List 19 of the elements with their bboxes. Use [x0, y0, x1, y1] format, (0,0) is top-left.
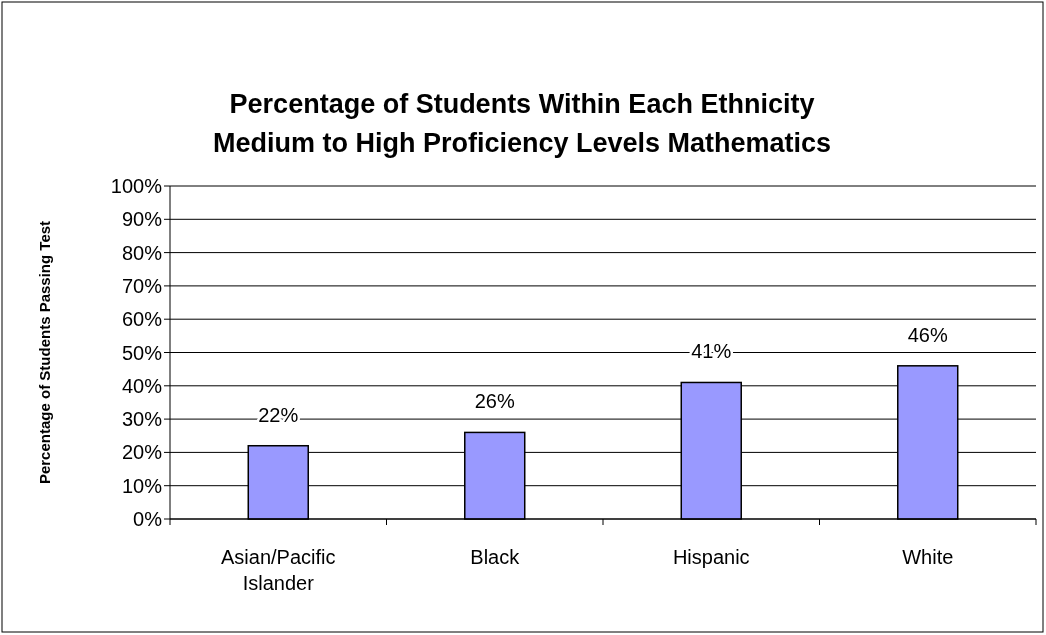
x-tick-label: Hispanic — [672, 546, 750, 568]
data-label: 26% — [474, 390, 515, 413]
y-tick-label: 10% — [121, 474, 163, 497]
y-tick-label: 40% — [121, 374, 163, 397]
x-tick-label: Black — [470, 546, 521, 568]
y-tick-label: 0% — [133, 508, 163, 530]
y-tick-label: 70% — [121, 274, 163, 297]
y-tick-label: 100% — [110, 175, 163, 197]
y-tick-label: 50% — [121, 341, 163, 364]
y-tick-label: 90% — [121, 208, 163, 231]
x-tick-label: White — [902, 546, 954, 568]
data-label: 46% — [907, 323, 948, 346]
chart-title: Percentage of Students Within Each Ethnicity Medium to High Proficiency Levels Mathematics — [212, 89, 832, 158]
y-tick-label: 80% — [121, 241, 163, 264]
y-axis-title: Percentage of Students Passing Test — [36, 220, 53, 485]
y-tick-label: 30% — [121, 408, 163, 431]
y-tick-label: 20% — [121, 441, 163, 464]
x-tick-label: Asian/Pacific Islander — [221, 546, 336, 594]
y-tick-label: 60% — [121, 308, 163, 331]
